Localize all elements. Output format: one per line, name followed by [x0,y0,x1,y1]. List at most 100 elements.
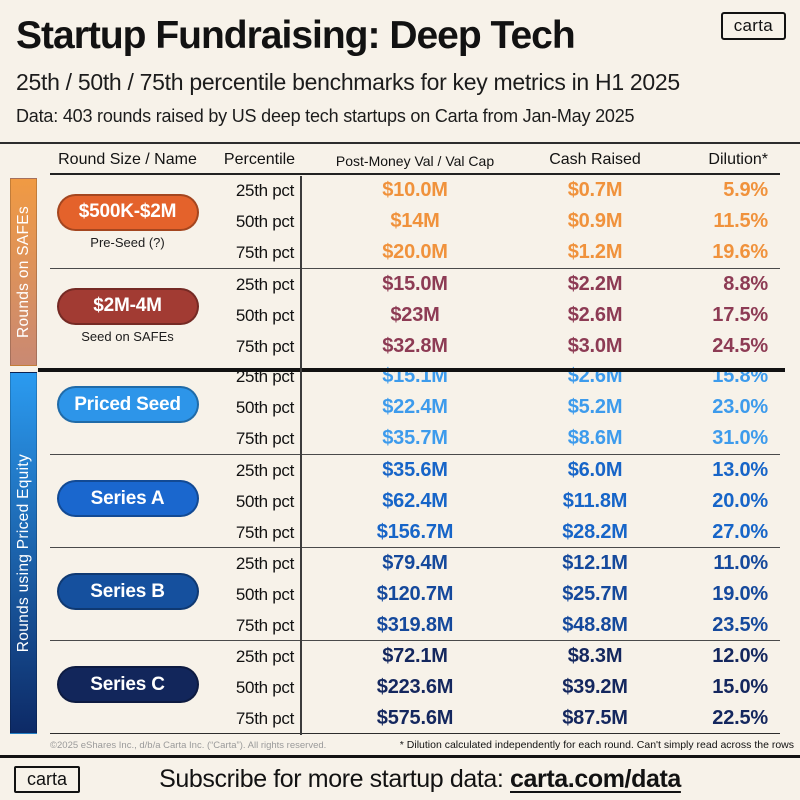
subscribe-label: Subscribe for more startup data: [159,764,504,793]
percentile-label: 50th pct [235,584,294,604]
post-money-value: $72.1M [382,645,448,667]
dilution-value: 23.5% [712,614,768,636]
col-header-post-money: Post-Money Val / Val Cap [335,153,495,169]
cash-raised-value: $39.2M [562,676,628,698]
percentile-label: 75th pct [235,708,294,728]
percentile-label: 75th pct [235,522,294,542]
cash-raised-value: $0.7M [567,179,623,201]
round-cell: Priced Seed [50,386,205,429]
section-bar-safes: Rounds on SAFEs [10,178,37,366]
round-pill: $2M-4M [56,287,199,325]
round-pill: Priced Seed [56,386,199,423]
group-series-a: Series A 25th pct $35.6M $6.0M 13.0% 50t… [50,454,780,547]
post-money-value: $35.6M [382,459,448,481]
cash-raised-value: $2.6M [567,304,623,326]
round-name: Series C [90,673,165,695]
percentile-label: 50th pct [235,305,294,325]
round-sublabel: Seed on SAFEs [81,328,174,344]
post-money-value: $223.6M [376,676,454,698]
data-note: Data: 403 rounds raised by US deep tech … [16,106,635,126]
header-divider [0,142,800,144]
post-money-value: $20.0M [382,241,448,263]
post-money-value: $79.4M [382,552,448,574]
post-money-value: $62.4M [382,490,448,512]
round-cell: $500K-$2M Pre-Seed (?) [50,193,205,250]
cash-raised-value: $5.2M [567,396,623,418]
post-money-value: $35.7M [382,427,448,449]
cash-raised-value: $28.2M [562,521,628,543]
post-money-value: $14M [390,210,440,232]
round-pill: Series C [56,666,199,703]
dilution-value: 19.0% [712,583,768,605]
carta-logo-footer: carta [14,765,81,793]
percentile-label: 25th pct [235,553,294,573]
percentile-label: 75th pct [235,336,294,356]
round-cell: Series B [50,573,205,616]
round-pill: $500K-$2M [56,193,199,231]
cash-raised-value: $0.9M [567,210,623,232]
header: Startup Fundraising: Deep Tech 25th / 50… [16,14,784,127]
group-series-c: Series C 25th pct $72.1M $8.3M 12.0% 50t… [50,640,780,733]
dilution-value: 17.5% [712,304,768,326]
col-header-round: Round Size / Name [58,151,197,168]
dilution-value: 12.0% [712,645,768,667]
cash-raised-value: $8.3M [567,645,623,667]
round-name: Series B [90,580,165,602]
post-money-value: $22.4M [382,396,448,418]
percentile-label: 25th pct [235,274,294,294]
group-priced-seed: Priced Seed 25th pct $15.1M $2.6M 15.8% … [50,361,780,454]
col-header-cash: Cash Raised [549,151,641,168]
cash-raised-value: $6.0M [567,459,623,481]
col-header-percentile: Percentile [223,151,296,168]
dilution-value: 27.0% [712,521,768,543]
dilution-value: 8.8% [723,273,768,295]
round-name: Series A [90,487,165,509]
post-money-value: $156.7M [376,521,454,543]
copyright-text: ©2025 eShares Inc., d/b/a Carta Inc. (“C… [50,739,327,751]
section-label-safes: Rounds on SAFEs [14,205,32,338]
round-name: Priced Seed [74,393,181,415]
group-pre-seed-safe: $500K-$2M Pre-Seed (?) 25th pct $10.0M $… [50,175,780,268]
section-divider [38,368,785,372]
dilution-value: 5.9% [723,179,768,201]
post-money-value: $23M [390,304,440,326]
percentile-label: 50th pct [235,677,294,697]
dilution-value: 23.0% [712,396,768,418]
dilution-value: 20.0% [712,490,768,512]
round-cell: $2M-4M Seed on SAFEs [50,287,205,344]
cash-raised-value: $11.8M [562,490,628,512]
post-money-value: $575.6M [376,707,454,729]
post-money-value: $15.0M [382,273,448,295]
percentile-label: 50th pct [235,491,294,511]
round-cell: Series C [50,666,205,709]
subscribe-link[interactable]: carta.com/data [510,764,681,793]
percentile-label: 75th pct [235,615,294,635]
cash-raised-value: $3.0M [567,335,623,357]
subscribe-text: Subscribe for more startup data: carta.c… [80,765,800,794]
percentile-label: 50th pct [235,397,294,417]
round-pill: Series B [56,573,199,610]
dilution-value: 22.5% [712,707,768,729]
footnote-row: ©2025 eShares Inc., d/b/a Carta Inc. (“C… [50,739,794,751]
cash-raised-value: $12.1M [562,552,628,574]
subscribe-bar: carta Subscribe for more startup data: c… [0,755,800,800]
dilution-value: 11.5% [713,210,768,232]
cash-raised-value: $48.8M [562,614,628,636]
round-name: $500K-$2M [78,201,177,222]
dilution-value: 19.6% [712,241,768,263]
round-sublabel: Pre-Seed (?) [90,234,165,250]
post-money-value: $120.7M [376,583,454,605]
percentile-label: 25th pct [235,460,294,480]
percentile-label: 75th pct [235,428,294,448]
dilution-footnote: * Dilution calculated independently for … [399,739,794,751]
cash-raised-value: $87.5M [562,707,628,729]
dilution-value: 11.0% [713,552,768,574]
col-header-dilution: Dilution* [708,151,768,168]
percentile-label: 25th pct [235,180,294,200]
post-money-value: $32.8M [382,335,448,357]
page-title: Startup Fundraising: Deep Tech [16,14,576,57]
cash-raised-value: $1.2M [567,241,623,263]
group-seed-safe: $2M-4M Seed on SAFEs 25th pct $15.0M $2.… [50,268,780,361]
cash-raised-value: $2.2M [567,273,623,295]
cash-raised-value: $25.7M [562,583,628,605]
